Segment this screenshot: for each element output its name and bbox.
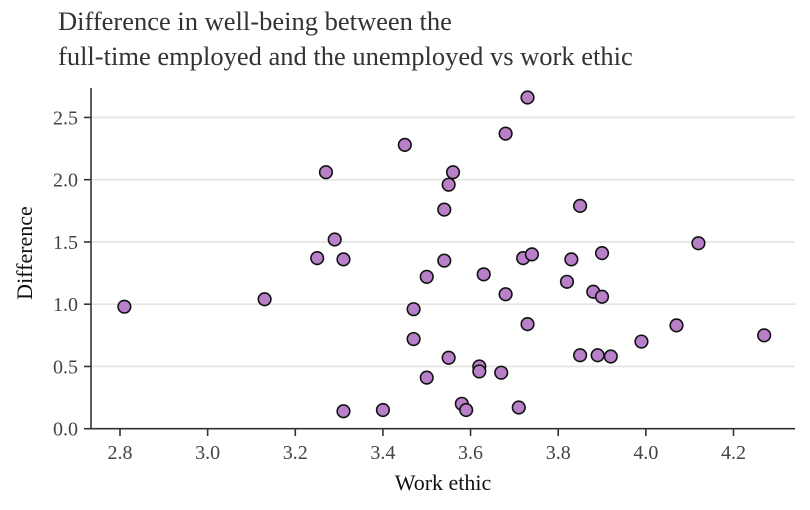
data-point [498, 287, 513, 302]
data-point [603, 349, 618, 364]
y-tick-label: 0.0 [53, 419, 78, 441]
data-point [573, 348, 588, 363]
x-tick-label: 3.4 [370, 442, 395, 464]
y-tick-label: 1.0 [53, 294, 78, 316]
data-point [524, 247, 540, 262]
data-point [476, 267, 491, 282]
data-point [406, 302, 421, 317]
y-axis-ticks: 0.0 0.5 1.0 1.5 2.0 2.5 [53, 107, 91, 441]
data-point [397, 137, 412, 152]
axes [90, 88, 795, 430]
gridlines [92, 116, 795, 368]
data-point [691, 236, 706, 251]
data-point [590, 348, 605, 363]
data-point [375, 402, 391, 418]
data-point [757, 328, 772, 343]
data-point [459, 402, 474, 418]
data-point [437, 253, 452, 268]
x-tick-label: 3.6 [458, 442, 483, 464]
data-point [437, 202, 452, 217]
data-point [472, 364, 487, 379]
x-tick-label: 3.0 [195, 442, 220, 464]
x-tick-label: 2.8 [108, 442, 133, 464]
x-tick-label: 4.2 [721, 442, 746, 464]
data-point [494, 365, 509, 380]
chart-title-line-1: Difference in well-being between the [58, 6, 452, 36]
data-point [594, 289, 610, 304]
y-tick-label: 2.0 [53, 170, 78, 192]
data-point [318, 165, 334, 180]
x-tick-label: 3.8 [546, 442, 571, 464]
data-point [336, 252, 351, 267]
data-point [564, 252, 579, 267]
data-point [498, 126, 513, 141]
data-point [441, 350, 456, 365]
data-point [419, 269, 434, 284]
data-point [669, 318, 684, 333]
data-point [445, 165, 461, 180]
data-point [573, 198, 588, 213]
chart-title: Difference in well-being between the ful… [58, 6, 633, 71]
y-tick-label: 1.5 [53, 232, 78, 254]
data-point [419, 370, 434, 385]
x-tick-label: 3.2 [283, 442, 308, 464]
data-point [520, 90, 535, 105]
data-point [327, 232, 342, 247]
data-point [511, 400, 526, 415]
data-point [117, 299, 132, 314]
y-axis-title: Difference [12, 206, 37, 300]
data-point [406, 331, 421, 347]
y-tick-label: 0.5 [53, 356, 78, 378]
data-point [310, 251, 325, 266]
data-point [634, 334, 649, 349]
x-tick-label: 4.0 [633, 442, 658, 464]
data-point [336, 404, 351, 419]
data-point [441, 177, 456, 192]
y-tick-label: 2.5 [53, 107, 78, 129]
data-point [594, 246, 610, 261]
x-axis-ticks: 2.8 3.0 3.2 3.4 3.6 3.8 4.0 4.2 [108, 429, 746, 464]
data-point [520, 317, 535, 332]
data-points [117, 90, 772, 419]
chart-title-line-2: full-time employed and the unemployed vs… [58, 41, 633, 71]
data-point [559, 274, 575, 289]
x-axis-title: Work ethic [395, 470, 492, 495]
data-point [257, 292, 272, 307]
